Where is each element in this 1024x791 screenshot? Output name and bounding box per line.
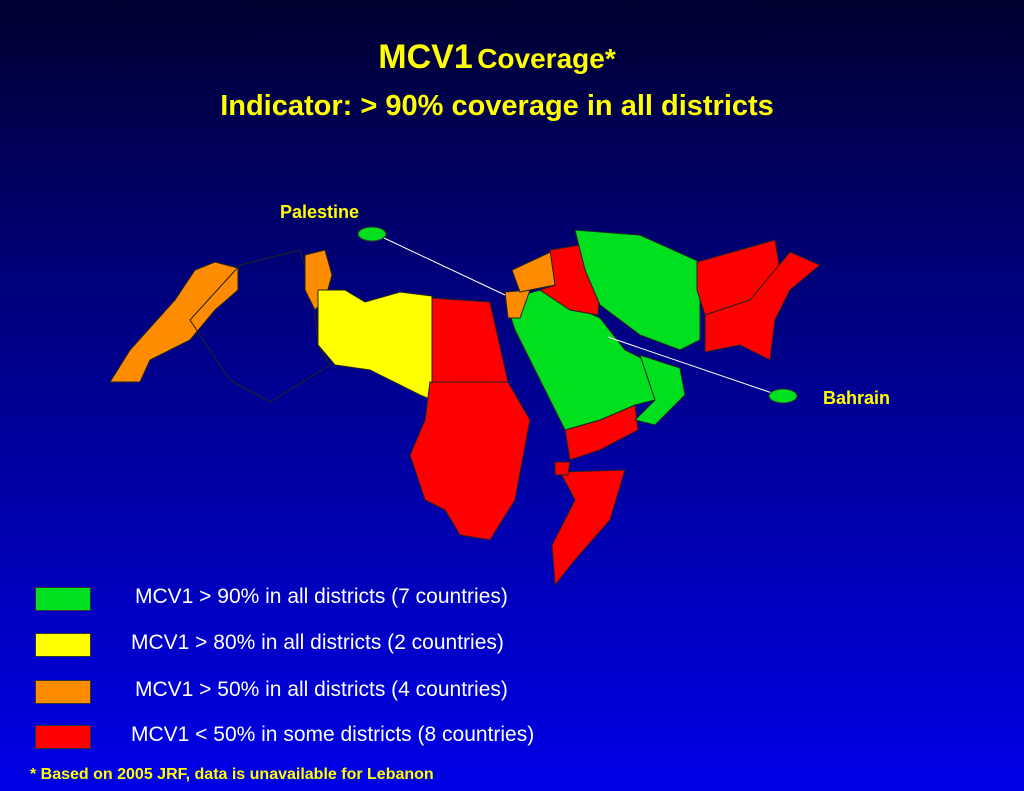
oman	[634, 354, 686, 426]
libya	[317, 289, 433, 401]
title: MCV1 Coverage*	[0, 38, 994, 77]
morocco	[109, 261, 239, 383]
palestine-marker	[357, 226, 387, 242]
title-rest: Coverage*	[477, 43, 616, 74]
egypt	[431, 297, 509, 383]
somalia	[551, 469, 626, 587]
bahrain-label: Bahrain	[823, 388, 891, 408]
palestine-line	[383, 237, 506, 296]
subtitle: Indicator: > 90% coverage in all distric…	[220, 90, 774, 122]
djibouti	[554, 461, 571, 476]
legend-swatch	[35, 725, 91, 749]
iran	[574, 229, 701, 351]
legend-swatch	[35, 587, 91, 611]
map	[109, 226, 821, 587]
pakistan	[704, 251, 821, 361]
legend-label: MCV1 > 50% in all districts (4 countries…	[135, 678, 508, 701]
title-main: MCV1	[378, 38, 473, 76]
legend-label: MCV1 < 50% in some districts (8 countrie…	[131, 723, 535, 746]
syria	[511, 249, 556, 293]
legend-swatch	[35, 633, 91, 657]
legend-label: MCV1 > 90% in all districts (7 countries…	[135, 585, 508, 608]
bahrain-marker	[768, 388, 798, 404]
footnote: * Based on 2005 JRF, data is unavailable…	[30, 766, 434, 783]
bahrain-line	[607, 336, 773, 394]
sudan	[409, 381, 531, 541]
legend-swatch	[35, 680, 91, 704]
legend-label: MCV1 > 80% in all districts (2 countries…	[131, 631, 504, 654]
palestine-label: Palestine	[280, 202, 360, 222]
